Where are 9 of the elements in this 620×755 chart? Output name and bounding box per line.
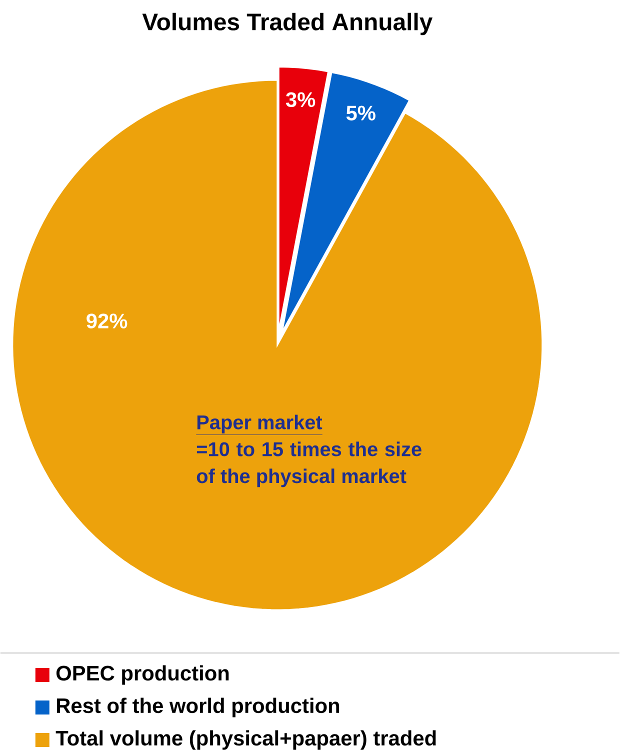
text: Paper market — [198, 414, 322, 434]
data-label: 5% — [346, 106, 376, 120]
legend-label: Rest of the world production — [57, 698, 340, 718]
text: =10 to 15 times the size of the physical market — [196, 442, 422, 488]
legend-label: Total volume (physical+papaer) traded — [56, 730, 436, 750]
chart-title: Volumes Traded Annually — [142, 12, 433, 36]
data-label: 92% — [86, 314, 128, 328]
legend-label: OPEC production — [56, 665, 229, 685]
data-label: 3% — [286, 92, 316, 108]
